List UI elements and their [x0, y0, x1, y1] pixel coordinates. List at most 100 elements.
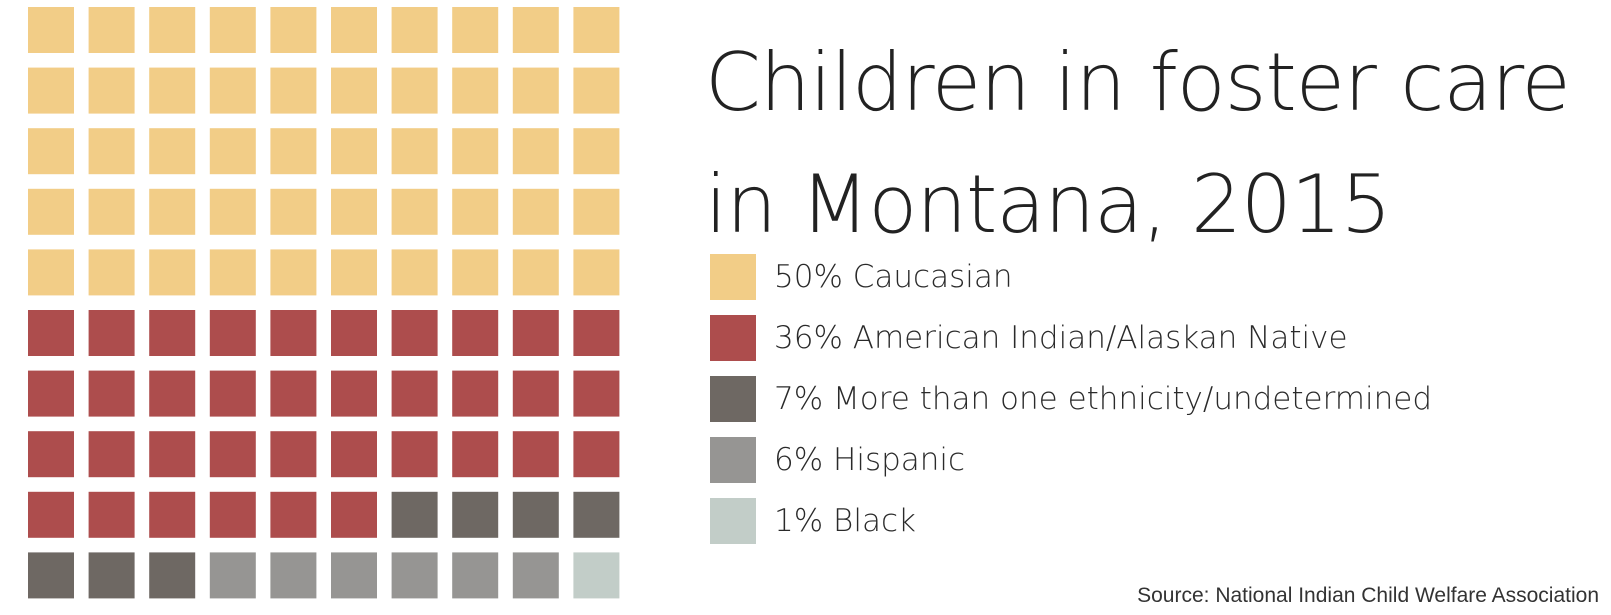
legend-swatch-multi-ethnicity [710, 376, 756, 422]
legend-item-hispanic: 6% Hispanic [710, 437, 1432, 483]
waffle-cell [149, 370, 196, 417]
legend-item-multi-ethnicity: 7% More than one ethnicity/undetermined [710, 376, 1432, 422]
waffle-cell [391, 552, 438, 599]
waffle-cell [573, 249, 620, 296]
legend-label-hispanic: 6% Hispanic [774, 442, 966, 478]
legend-label-caucasian: 50% Caucasian [774, 259, 1013, 295]
waffle-cell [270, 491, 317, 538]
waffle-cell [28, 370, 74, 417]
waffle-chart [28, 7, 620, 599]
waffle-cell [452, 431, 499, 478]
waffle-cell [452, 249, 499, 296]
waffle-cell [270, 128, 317, 175]
waffle-cell [391, 249, 438, 296]
waffle-cell [573, 431, 620, 478]
waffle-cell [209, 188, 256, 235]
waffle-cell [209, 128, 256, 175]
waffle-cell [512, 128, 559, 175]
waffle-cell [512, 188, 559, 235]
waffle-cell [88, 67, 135, 114]
waffle-cell [512, 249, 559, 296]
waffle-cell [331, 67, 377, 114]
waffle-cell [391, 7, 438, 53]
waffle-cell [88, 552, 135, 599]
legend-item-caucasian: 50% Caucasian [710, 254, 1432, 300]
waffle-cell [88, 188, 135, 235]
waffle-cell [512, 491, 559, 538]
waffle-cell [28, 67, 74, 114]
waffle-cell [270, 188, 317, 235]
waffle-cell [452, 188, 499, 235]
waffle-cell [28, 188, 74, 235]
waffle-cell [573, 188, 620, 235]
waffle-cell [512, 370, 559, 417]
waffle-cell [573, 7, 620, 53]
chart-title-line-1: Children in foster care [705, 36, 1571, 129]
waffle-cell [270, 552, 317, 599]
waffle-cell [270, 370, 317, 417]
waffle-cell [391, 370, 438, 417]
waffle-cell [28, 552, 74, 599]
waffle-cell [88, 491, 135, 538]
legend-item-american-indian: 36% American Indian/Alaskan Native [710, 315, 1432, 361]
waffle-cell [88, 370, 135, 417]
waffle-cell [512, 552, 559, 599]
waffle-cell [452, 370, 499, 417]
waffle-cell [28, 431, 74, 478]
waffle-cell [149, 552, 196, 599]
waffle-cell [270, 310, 317, 356]
waffle-cell [209, 310, 256, 356]
waffle-cell [391, 431, 438, 478]
waffle-cell [331, 249, 377, 296]
waffle-cell [391, 491, 438, 538]
waffle-cell [512, 7, 559, 53]
waffle-cell [149, 128, 196, 175]
waffle-cell [209, 431, 256, 478]
waffle-cell [391, 128, 438, 175]
waffle-cell [28, 491, 74, 538]
legend-item-black: 1% Black [710, 498, 1432, 544]
waffle-cell [391, 67, 438, 114]
waffle-cell [209, 7, 256, 53]
waffle-cell [573, 370, 620, 417]
waffle-cell [331, 188, 377, 235]
waffle-cell [149, 491, 196, 538]
legend: 50% Caucasian 36% American Indian/Alaska… [710, 254, 1432, 559]
waffle-cell [391, 310, 438, 356]
waffle-cell [331, 128, 377, 175]
legend-label-black: 1% Black [774, 503, 916, 539]
waffle-cell [573, 67, 620, 114]
waffle-cell [270, 67, 317, 114]
waffle-cell [331, 7, 377, 53]
waffle-cell [149, 7, 196, 53]
waffle-cell [28, 128, 74, 175]
waffle-cell [28, 310, 74, 356]
waffle-cell [573, 310, 620, 356]
legend-swatch-black [710, 498, 756, 544]
waffle-cell [452, 128, 499, 175]
waffle-cell [391, 188, 438, 235]
waffle-cell [149, 67, 196, 114]
waffle-cell [452, 491, 499, 538]
legend-swatch-hispanic [710, 437, 756, 483]
waffle-cell [209, 370, 256, 417]
waffle-cell [28, 7, 74, 53]
legend-label-multi-ethnicity: 7% More than one ethnicity/undetermined [774, 381, 1432, 417]
waffle-cell [209, 249, 256, 296]
waffle-cell [28, 249, 74, 296]
waffle-cell [209, 67, 256, 114]
waffle-cell [573, 128, 620, 175]
waffle-cell [331, 370, 377, 417]
waffle-cell [331, 431, 377, 478]
waffle-cell [452, 552, 499, 599]
waffle-cell [149, 310, 196, 356]
waffle-cell [88, 310, 135, 356]
waffle-cell [512, 67, 559, 114]
legend-label-american-indian: 36% American Indian/Alaskan Native [774, 320, 1348, 356]
waffle-cell [149, 431, 196, 478]
waffle-cell [88, 128, 135, 175]
waffle-cell [209, 552, 256, 599]
waffle-cell [512, 310, 559, 356]
source-note: Source: National Indian Child Welfare As… [1137, 584, 1599, 607]
waffle-cell [149, 188, 196, 235]
